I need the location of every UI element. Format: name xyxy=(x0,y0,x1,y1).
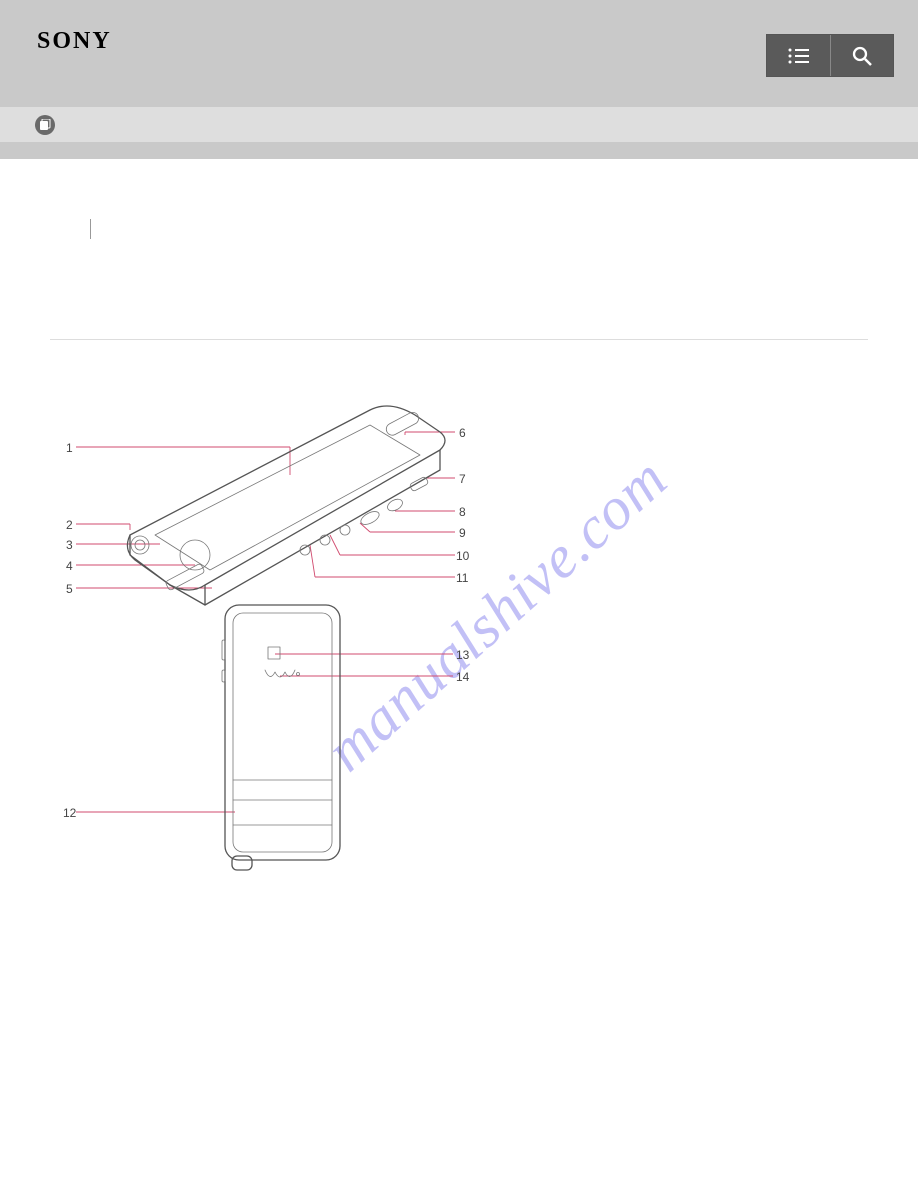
book-icon xyxy=(35,115,55,135)
label-4: 4 xyxy=(66,559,73,573)
device-diagram: manualshive.com xyxy=(50,380,868,940)
content-area: manualshive.com xyxy=(0,159,918,1060)
label-1: 1 xyxy=(66,441,73,455)
horizontal-rule xyxy=(50,339,868,340)
small-divider xyxy=(90,219,91,239)
label-12: 12 xyxy=(63,806,76,820)
label-9: 9 xyxy=(459,526,466,540)
label-11: 11 xyxy=(456,571,468,585)
label-10: 10 xyxy=(456,549,469,563)
list-button[interactable] xyxy=(767,35,830,76)
label-5: 5 xyxy=(66,582,73,596)
label-13: 13 xyxy=(456,648,469,662)
page-header: SONY xyxy=(0,0,918,107)
header-buttons xyxy=(766,34,894,77)
search-icon xyxy=(851,45,873,67)
subheader-bar xyxy=(0,107,918,142)
label-7: 7 xyxy=(459,472,466,486)
search-button[interactable] xyxy=(830,35,893,76)
diagram-svg xyxy=(50,380,520,900)
label-14: 14 xyxy=(456,670,469,684)
subheader-line xyxy=(0,142,918,159)
list-icon xyxy=(787,47,811,65)
sony-logo: SONY xyxy=(37,28,112,55)
label-2: 2 xyxy=(66,518,73,532)
label-8: 8 xyxy=(459,505,466,519)
label-6: 6 xyxy=(459,426,466,440)
label-3: 3 xyxy=(66,538,73,552)
